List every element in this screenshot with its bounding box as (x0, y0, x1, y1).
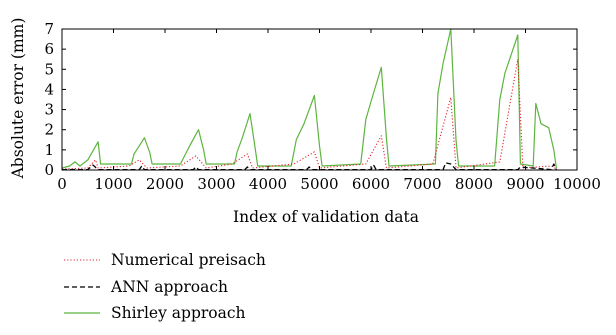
series-line-0 (61, 58, 557, 170)
plot-area: 0 1000 2000 3000 4000 5000 6000 7000 8000 9000 100… (44, 20, 600, 193)
x-tick-label: 10000 (553, 175, 601, 193)
x-axis-label: Index of validation data (233, 208, 419, 226)
legend: Numerical preisach ANN approach Shirley ap… (64, 251, 266, 322)
legend-label-1: ANN approach (110, 278, 228, 296)
y-tick-label: 0 (44, 161, 54, 179)
y-tick-label: 5 (44, 60, 54, 78)
y-tick-label: 1 (44, 141, 54, 159)
x-tick-label: 8000 (455, 175, 493, 193)
x-tick-label: 5000 (300, 175, 338, 193)
series-layer (61, 28, 557, 171)
legend-label-0: Numerical preisach (111, 251, 266, 269)
x-tick-label: 4000 (249, 175, 287, 193)
x-tick-label: 7000 (403, 175, 441, 193)
y-tick-label: 3 (44, 101, 54, 119)
x-tick-label: 1000 (94, 175, 132, 193)
y-tick-label: 4 (44, 80, 54, 98)
x-tick-label: 2000 (146, 175, 184, 193)
ticks-layer: 0 1000 2000 3000 4000 5000 6000 7000 8000 9000 100… (44, 20, 600, 193)
x-tick-label: 0 (57, 175, 67, 193)
y-axis-label: Absolute error (mm) (9, 18, 27, 180)
x-tick-label: 3000 (197, 175, 235, 193)
x-tick-label: 9000 (506, 175, 544, 193)
legend-label-2: Shirley approach (111, 304, 246, 322)
x-tick-label: 6000 (352, 175, 390, 193)
y-tick-label: 7 (44, 20, 54, 38)
y-tick-label: 6 (44, 40, 54, 58)
series-line-2 (61, 28, 557, 169)
y-tick-label: 2 (44, 121, 54, 139)
